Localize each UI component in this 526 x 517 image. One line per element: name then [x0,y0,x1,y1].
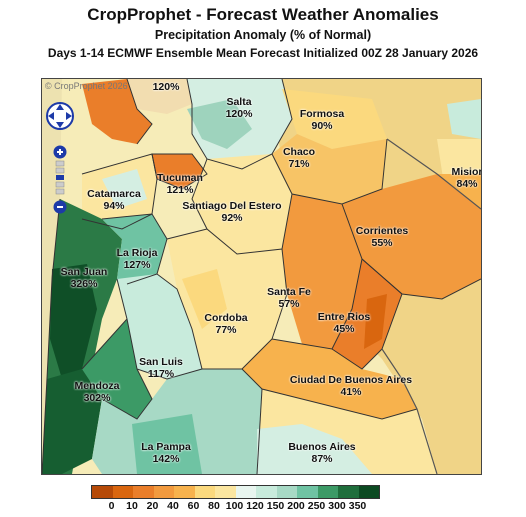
legend-ticks: 0 10 20 40 60 80 100 120 150 200 250 300 350 [91,500,380,514]
legend-tick-label: 10 [126,500,138,512]
legend-tick-label: 100 [225,500,244,512]
label-santiago-del-estero: Santiago Del Estero 92% [182,200,282,224]
zoom-control[interactable] [53,145,67,215]
label-formosa: Formosa 90% [299,108,345,132]
pan-control-ring [46,102,74,130]
label-jujuy: 120% [152,81,180,93]
label-entre-rios: Entre Rios 45% [317,311,371,335]
zoom-level-5 [55,188,65,195]
label-misiones: Misior 84% [451,166,482,190]
label-corrientes: Corrientes 55% [355,225,409,249]
zoom-level-4 [55,181,65,188]
label-san-juan: San Juan 326% [60,266,108,290]
legend-swatch [194,486,215,498]
region-catamarca-inner [102,169,147,209]
legend-tick-label: 250 [307,500,326,512]
legend-swatch [317,486,338,498]
region-la-rioja [102,214,167,284]
legend-swatch [92,486,113,498]
color-legend: 0 10 20 40 60 80 100 120 150 200 250 300 350 [91,485,380,514]
legend-swatch [112,486,133,498]
region-santa-fe [282,194,362,349]
region-misiones-north [447,99,481,139]
zoom-out-icon [57,206,63,208]
legend-tick-label: 40 [167,500,179,512]
region-salta-inner [187,99,252,149]
region-mendoza-south [42,369,102,474]
region-santiago-del-estero [192,154,292,254]
legend-tick-label: 0 [108,500,115,512]
region-chaco [272,134,387,204]
legend-swatch [174,486,195,498]
label-salta: Salta 120% [225,96,253,120]
region-formosa [282,89,387,149]
region-cordoba-inner [182,269,227,329]
pan-right-icon [66,112,72,120]
pan-down-icon [56,122,64,128]
label-catamarca: Catamarca 94% [87,188,141,212]
legend-swatch [338,486,359,498]
label-la-pampa: La Pampa 142% [141,441,191,465]
coastline [381,348,438,474]
map-copyright: © CropProphet 2026 [45,81,128,91]
legend-tick-label: 60 [187,500,200,512]
zoom-slider-handle [56,175,64,180]
region-la-pampa-inner [132,414,202,474]
zoom-level-2 [55,167,65,174]
region-corrientes [342,174,481,299]
region-cordoba [167,229,287,369]
forecast-info: Days 1-14 ECMWF Ensemble Mean Forecast I… [47,46,479,60]
legend-tick-label: 150 [266,500,285,512]
legend-swatch [235,486,256,498]
region-san-juan [50,264,97,379]
legend-swatch [256,486,277,498]
region-nw-orange [82,79,152,144]
border-paraguay [386,138,481,210]
legend-colorbar [91,485,380,499]
region-entre-rios-core [364,294,387,349]
label-san-luis: San Luis 117% [139,356,183,380]
legend-tick-label: 120 [246,500,264,512]
legend-swatch [358,486,379,498]
pan-control[interactable] [45,101,75,131]
region-ba-north [242,339,417,419]
page-title: CropProphet - Forecast Weather Anomalies [87,5,439,24]
label-ciudad-de-buenos-aires: Ciudad De Buenos Aires 41% [289,374,413,398]
legend-swatch [153,486,174,498]
legend-tick-label: 80 [208,500,220,512]
legend-swatch [276,486,297,498]
map-frame[interactable]: © CropProphet 2026 120% Salta 120% Formos… [41,78,482,475]
region-buenos-aires-south [257,424,372,474]
region-jujuy [127,79,192,114]
legend-tick-label: 300 [328,500,346,512]
page-subtitle: Precipitation Anomaly (% of Normal) [154,28,372,42]
legend-tick-label: 350 [348,500,367,512]
label-santa-fe: Santa Fe 57% [267,286,311,310]
legend-swatch [215,486,236,498]
region-mendoza [82,319,152,419]
label-buenos-aires: Buenos Aires 87% [288,441,356,465]
region-tucuman-orange [152,154,207,189]
legend-swatch [133,486,154,498]
zoom-level-1 [55,160,65,167]
label-la-rioja: La Rioja 127% [116,247,158,271]
label-mendoza: Mendoza 302% [74,380,120,404]
label-chaco: Chaco 71% [282,146,316,170]
legend-swatch [297,486,318,498]
label-cordoba: Cordoba 77% [204,312,248,336]
map-canvas [42,79,481,474]
pan-up-icon [56,104,64,110]
pan-left-icon [48,112,54,120]
legend-tick-label: 200 [287,500,305,512]
label-tucuman: Tucuman 121% [157,172,203,196]
legend-tick-label: 20 [146,500,159,512]
